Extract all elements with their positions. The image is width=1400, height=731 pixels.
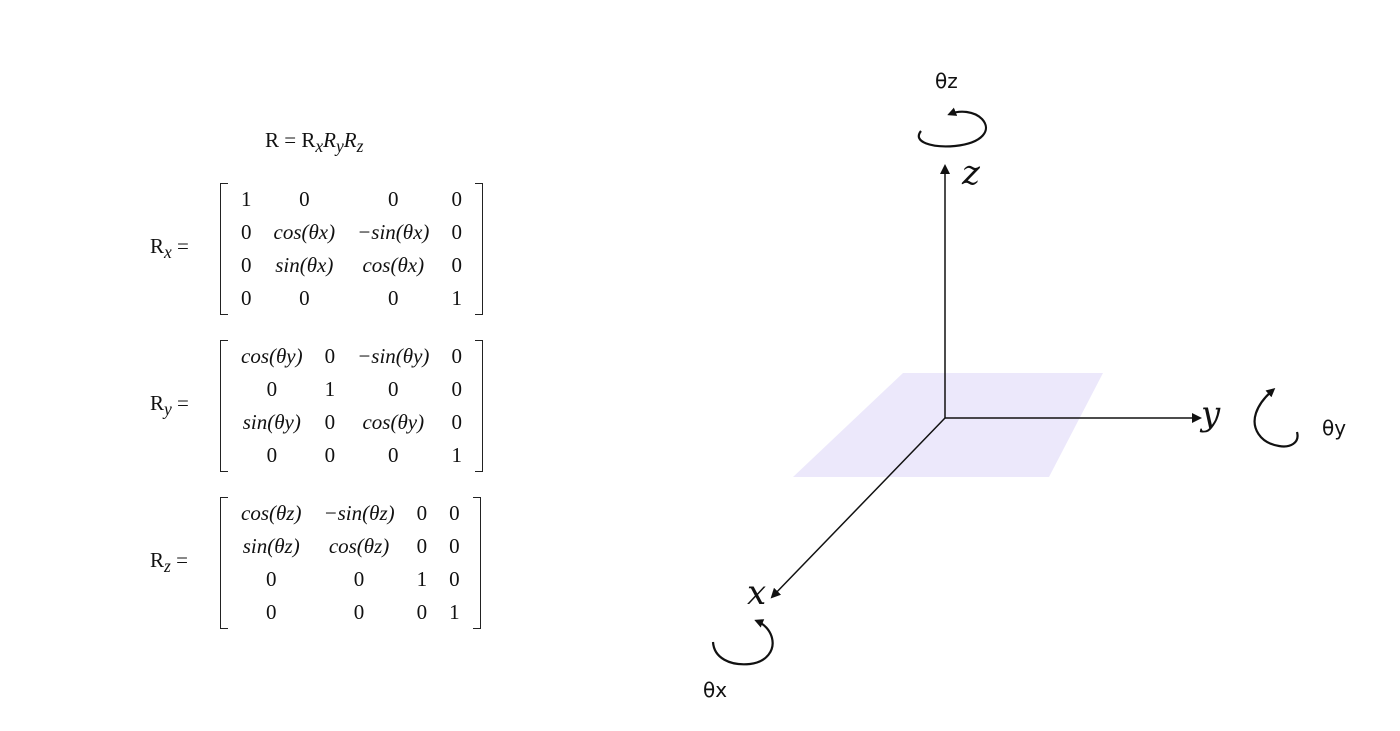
x-axis-label: x [747,573,766,613]
matrix-cell: cos(θy) [362,410,425,434]
matrix-cell: 0 [388,187,399,211]
eq-rz: Rz [343,128,364,157]
matrix-cell: 0 [241,253,252,277]
matrix-cell: 1 [449,600,460,624]
theta-y-label: θy [1322,416,1346,440]
matrix-cell: 0 [265,567,277,591]
rz-matrix-equation: Rz = cos(θz) −sin(θz) 0 0 sin(θz) cos(θz… [150,497,481,629]
matrix-cell: 0 [449,567,460,591]
matrix-cell: 0 [449,534,460,558]
matrix-cell: −sin(θy) [357,344,430,368]
matrix-cell: 0 [388,286,399,310]
y-axis-label: y [1199,394,1221,434]
eq-lhs: R [265,128,280,152]
rotation-product-equation: R = RxRyRz [265,128,363,157]
matrix-cell: 0 [416,534,428,558]
matrix-cell: 0 [388,443,399,467]
matrix-row: 0 cos(θx) −sin(θx) 0 [230,216,473,249]
matrix-row: sin(θy) 0 cos(θy) 0 [230,406,473,439]
matrix-cell: 0 [388,377,399,401]
matrix-row: 0 0 0 1 [230,439,473,472]
matrix-cell: 0 [449,501,460,525]
eq-equals: = [284,128,297,152]
matrix-row: 0 1 0 0 [230,373,473,406]
matrix-row: 0 sin(θx) cos(θx) 0 [230,249,473,282]
x-axis [770,417,946,599]
matrix-cell: −sin(θz) [323,501,395,525]
rx-matrix-equation: Rx = 1 0 0 0 0 cos(θx) −sin(θx) 0 0 sin(… [150,183,483,315]
matrix-cell: 1 [416,567,428,591]
matrix-cell: 0 [353,567,365,591]
matrix-row: 0 0 0 1 [230,282,473,315]
rx-label: Rx = [150,234,189,263]
z-axis-label: z [961,153,981,193]
matrix-cell: 0 [324,410,336,434]
matrix-row: cos(θy) 0 −sin(θy) 0 [230,340,473,373]
matrix-cell: 1 [451,443,462,467]
matrix-cell: sin(θy) [242,410,301,434]
matrix-cell: 0 [416,501,428,525]
theta-y-rotation-arrow-icon [1253,388,1299,448]
matrix-cell: −sin(θx) [357,220,430,244]
matrix-cell: sin(θz) [242,534,300,558]
matrix-row: 0 0 0 1 [230,596,471,629]
matrix-cell: 0 [451,344,462,368]
ry-matrix-equation: Ry = cos(θy) 0 −sin(θy) 0 0 1 0 0 sin(θy… [150,340,483,472]
matrix-cell: 0 [451,377,462,401]
matrix-cell: 1 [324,377,336,401]
matrix-cell: 0 [324,443,336,467]
matrix-cell: 0 [299,286,310,310]
theta-z-rotation-arrow-icon [917,107,988,148]
matrix-cell: 0 [299,187,310,211]
eq-ry: Ry [323,128,344,157]
matrix-cell: 0 [266,443,278,467]
eq-rx: Rx [301,128,324,157]
theta-x-rotation-arrow-icon [711,619,774,666]
ry-matrix: cos(θy) 0 −sin(θy) 0 0 1 0 0 sin(θy) 0 c… [220,340,483,472]
matrix-cell: cos(θy) [241,344,303,368]
matrix-cell: 0 [451,187,462,211]
matrix-cell: 1 [451,286,462,310]
matrix-cell: 0 [324,344,336,368]
matrix-cell: 0 [451,410,462,434]
rx-matrix: 1 0 0 0 0 cos(θx) −sin(θx) 0 0 sin(θx) c… [220,183,483,315]
matrix-cell: sin(θx) [275,253,334,277]
theta-x-label: θx [703,678,727,702]
matrix-cell: 0 [266,377,278,401]
matrix-row: sin(θz) cos(θz) 0 0 [230,530,471,563]
matrix-cell: cos(θx) [362,253,425,277]
rz-label: Rz = [150,548,188,577]
matrix-cell: 0 [451,220,462,244]
matrix-cell: 0 [241,220,252,244]
matrix-cell: 0 [451,253,462,277]
rz-matrix: cos(θz) −sin(θz) 0 0 sin(θz) cos(θz) 0 0… [220,497,481,629]
matrix-row: 1 0 0 0 [230,183,473,216]
matrix-cell: 1 [241,187,252,211]
matrix-cell: cos(θz) [328,534,390,558]
matrix-cell: 0 [265,600,277,624]
matrix-cell: 0 [241,286,252,310]
matrix-row: 0 0 1 0 [230,563,471,596]
matrix-row: cos(θz) −sin(θz) 0 0 [230,497,471,530]
matrix-cell: cos(θz) [241,501,302,525]
matrix-cell: 0 [416,600,428,624]
xy-plane [793,373,1103,477]
matrix-cell: cos(θx) [273,220,336,244]
matrix-cell: 0 [353,600,365,624]
theta-z-label: θz [935,69,958,93]
ry-label: Ry = [150,391,189,420]
